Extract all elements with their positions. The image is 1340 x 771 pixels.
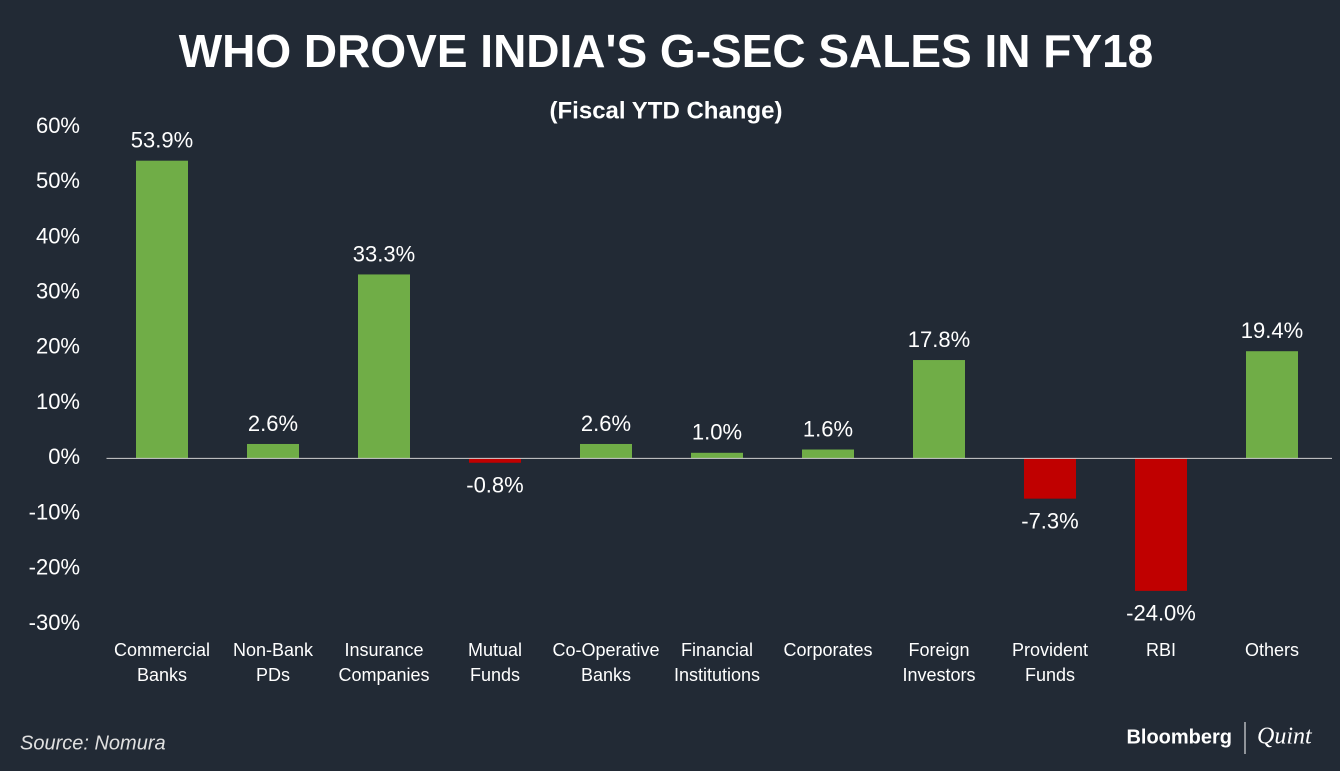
value-label: -0.8% bbox=[466, 473, 523, 498]
bar bbox=[913, 360, 965, 459]
y-tick-label: -20% bbox=[29, 555, 80, 580]
x-tick-label: Financial bbox=[681, 640, 753, 660]
x-tick-label: Co-Operative bbox=[552, 640, 659, 660]
value-label: 1.0% bbox=[692, 420, 742, 445]
x-tick-label: Insurance bbox=[344, 640, 423, 660]
x-tick-label: Companies bbox=[338, 665, 429, 685]
bar bbox=[691, 452, 743, 459]
chart-subtitle: (Fiscal YTD Change) bbox=[550, 97, 783, 124]
logo-quint: Quint bbox=[1257, 724, 1313, 750]
y-tick-label: 60% bbox=[36, 113, 80, 138]
x-tick-label: Provident bbox=[1012, 640, 1088, 660]
bar bbox=[1024, 458, 1076, 499]
source: Source: Nomura bbox=[20, 732, 166, 754]
value-label: 2.6% bbox=[581, 411, 631, 436]
bar bbox=[358, 274, 410, 459]
x-tick-label: Investors bbox=[902, 665, 975, 685]
x-tick-label: Banks bbox=[137, 665, 187, 685]
x-tick-label: PDs bbox=[256, 665, 290, 685]
x-tick-label: Non-Bank bbox=[233, 640, 314, 660]
y-tick-label: -10% bbox=[29, 499, 80, 524]
y-tick-label: 10% bbox=[36, 389, 80, 414]
bar bbox=[1246, 351, 1298, 459]
bar bbox=[247, 443, 299, 459]
value-label: 1.6% bbox=[803, 416, 853, 441]
y-tick-label: 0% bbox=[48, 444, 80, 469]
y-tick-label: 20% bbox=[36, 334, 80, 359]
value-label: 33.3% bbox=[353, 241, 415, 266]
x-tick-label: Commercial bbox=[114, 640, 210, 660]
value-label: -7.3% bbox=[1021, 508, 1078, 533]
x-tick-label: Institutions bbox=[674, 665, 760, 685]
bar bbox=[469, 458, 521, 463]
x-tick-label: Funds bbox=[1025, 665, 1075, 685]
x-tick-label: RBI bbox=[1146, 640, 1176, 660]
x-tick-label: Others bbox=[1245, 640, 1299, 660]
x-tick-label: Foreign bbox=[908, 640, 969, 660]
value-label: -24.0% bbox=[1126, 601, 1196, 626]
value-label: 19.4% bbox=[1241, 318, 1303, 343]
value-label: 17.8% bbox=[908, 327, 970, 352]
bar bbox=[136, 160, 188, 459]
logo-bloomberg: Bloomberg bbox=[1126, 726, 1232, 748]
bar bbox=[802, 449, 854, 459]
bar bbox=[580, 443, 632, 459]
value-label: 2.6% bbox=[248, 411, 298, 436]
chart-title: WHO DROVE INDIA'S G-SEC SALES IN FY18 bbox=[179, 25, 1154, 77]
x-tick-label: Funds bbox=[470, 665, 520, 685]
bar bbox=[1135, 458, 1187, 591]
y-tick-label: -30% bbox=[29, 610, 80, 635]
x-tick-label: Corporates bbox=[783, 640, 872, 660]
y-tick-label: 40% bbox=[36, 223, 80, 248]
y-tick-label: 50% bbox=[36, 168, 80, 193]
y-tick-label: 30% bbox=[36, 278, 80, 303]
x-tick-label: Banks bbox=[581, 665, 631, 685]
x-tick-label: Mutual bbox=[468, 640, 522, 660]
value-label: 53.9% bbox=[131, 127, 193, 152]
